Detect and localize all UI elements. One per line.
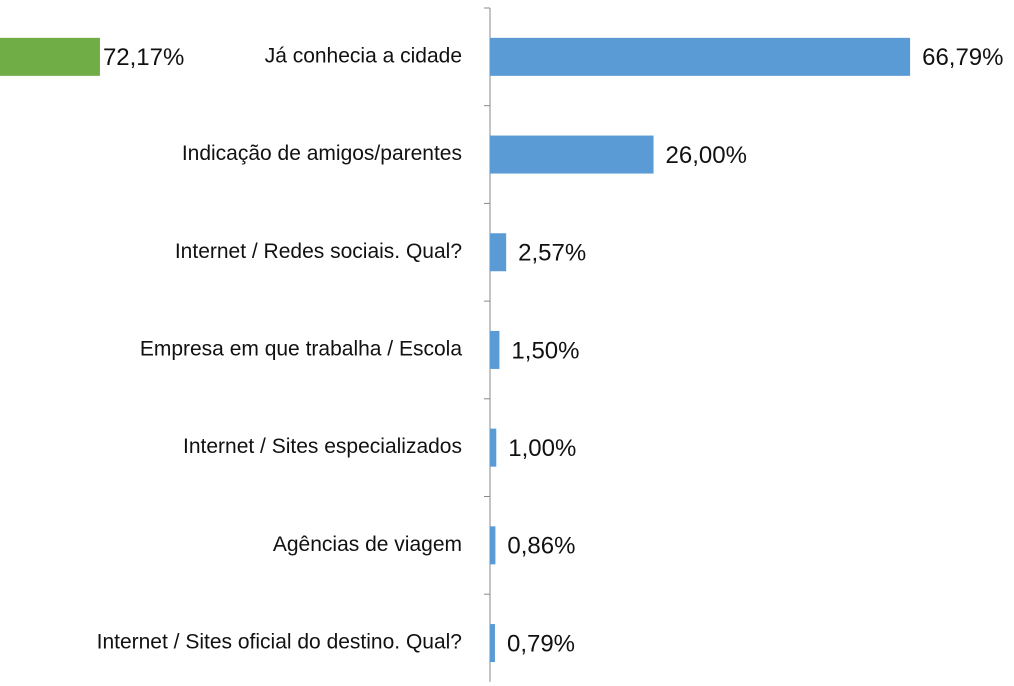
bar — [490, 233, 507, 272]
category-label: Empresa em que trabalha / Escola — [140, 337, 462, 360]
value-label: 72,17% — [103, 44, 184, 71]
value-label: 0,86% — [507, 533, 575, 560]
bar — [490, 135, 654, 174]
bar — [490, 526, 496, 565]
bar — [490, 428, 497, 467]
category-label: Internet / Sites especializados — [183, 435, 462, 458]
bar — [490, 624, 495, 663]
value-label: 26,00% — [666, 142, 747, 169]
value-label: 2,57% — [518, 240, 586, 267]
category-label: Já conhecia a cidade — [265, 44, 462, 67]
value-label: 1,50% — [511, 337, 579, 364]
category-label: Internet / Sites oficial do destino. Qua… — [97, 631, 462, 654]
value-label: 1,00% — [508, 435, 576, 462]
bar — [490, 37, 911, 76]
bar — [0, 37, 100, 76]
value-label: 0,79% — [507, 630, 575, 657]
value-label: 66,79% — [922, 44, 1003, 71]
category-label: Agências de viagem — [273, 533, 462, 556]
category-label: Indicação de amigos/parentes — [182, 142, 462, 165]
category-label: Internet / Redes sociais. Qual? — [175, 240, 462, 263]
bar — [490, 330, 500, 369]
